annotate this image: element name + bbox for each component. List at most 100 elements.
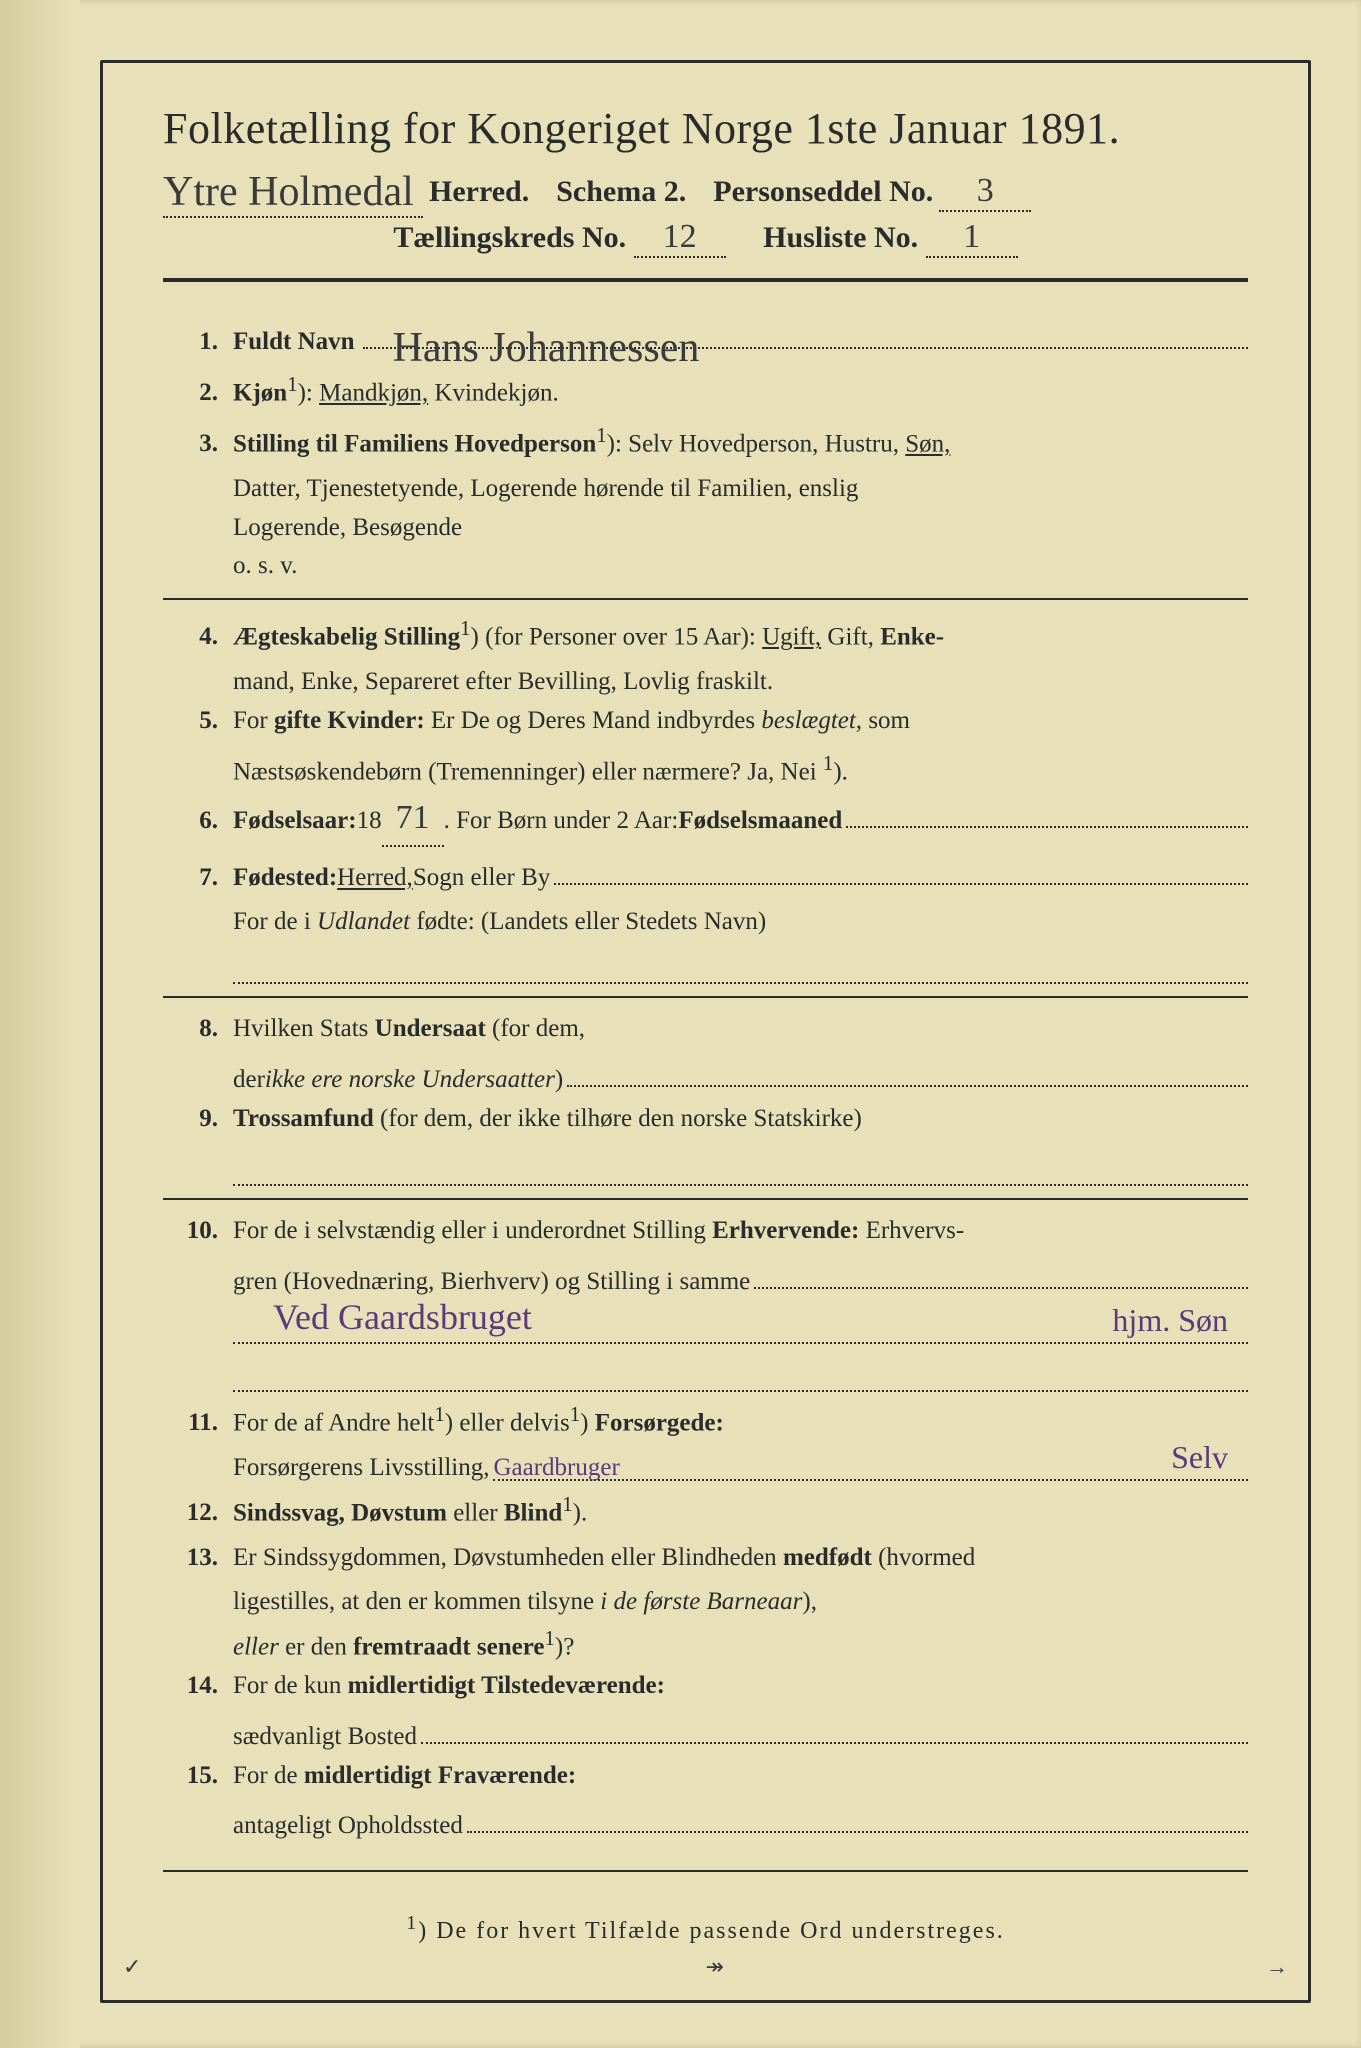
field-label: Erhvervende: <box>712 1217 859 1244</box>
field-9: 9. Trossamfund (for dem, der ikke tilhør… <box>163 1100 1248 1139</box>
dotted-line <box>233 942 1248 984</box>
field-num: 3. <box>163 425 233 464</box>
dotted-line <box>233 1144 1248 1186</box>
dotted-fill <box>754 1257 1248 1289</box>
dotted-line <box>233 1350 1248 1392</box>
bold2: Enke- <box>880 623 944 650</box>
name-fill-line: Hans Johannessen <box>363 312 1248 349</box>
text: For de <box>233 1762 304 1789</box>
field-label: Forsørgede: <box>595 1409 724 1436</box>
text: der <box>233 1061 265 1100</box>
field-3: 3. Stilling til Familiens Hovedperson1):… <box>163 419 1248 464</box>
tick-mark: → <box>1266 1954 1288 1980</box>
header-line-2: Tællingskreds No. 12 Husliste No. 1 <box>163 218 1248 258</box>
provider-handwritten: Gaardbruger <box>493 1454 619 1481</box>
tick-mark: ✓ <box>123 1954 141 1980</box>
name-handwritten: Hans Johannessen <box>393 316 700 353</box>
husliste-no: 1 <box>926 218 1018 258</box>
italic: i de første Barneaar <box>600 1588 802 1615</box>
field-label: Fødselsaar: <box>233 802 357 841</box>
sup: 1 <box>562 1492 572 1516</box>
underlined-choice: Ugift, <box>762 623 821 650</box>
footer-rule <box>163 1870 1248 1872</box>
text: Sogn eller By <box>413 859 551 898</box>
text: ): Selv Hovedperson, Hustru, <box>607 430 906 457</box>
field-4-cont: mand, Enke, Separeret efter Bevilling, L… <box>163 663 1248 702</box>
kreds-no: 12 <box>634 218 726 258</box>
bold2: fremtraadt senere <box>353 1633 544 1660</box>
document-page: Folketælling for Kongeriget Norge 1ste J… <box>0 0 1361 2048</box>
italic: beslægtet, <box>761 707 862 734</box>
text: For de i <box>233 908 317 935</box>
field-label: midlertidigt Fraværende: <box>304 1762 576 1789</box>
occupation-handwritten: Ved Gaardsbruget <box>273 1290 532 1346</box>
text: (for dem, <box>486 1015 585 1042</box>
field-13-cont: ligestilles, at den er kommen tilsyne i … <box>163 1583 1248 1622</box>
text: ) eller delvis <box>445 1409 570 1436</box>
footnote: 1) De for hvert Tilfælde passende Ord un… <box>163 1908 1248 1950</box>
underlined-choice: Søn, <box>905 430 950 457</box>
sup: 1 <box>823 751 833 775</box>
field-num: 14. <box>163 1667 233 1706</box>
field-num: 12. <box>163 1494 233 1533</box>
text: Er De og Deres Mand indbyrdes <box>425 707 762 734</box>
field-3-cont: Logerende, Besøgende <box>163 509 1248 548</box>
text: ligestilles, at den er kommen tilsyne <box>233 1588 600 1615</box>
footnote-marker: 1 <box>406 1912 418 1934</box>
field-14: 14. For de kun midlertidigt Tilstedevære… <box>163 1667 1248 1706</box>
field-num: 13. <box>163 1539 233 1578</box>
field-num: 2. <box>163 374 233 413</box>
field-num: 1. <box>163 323 233 362</box>
underlined-choice: Mandkjøn, <box>319 379 428 406</box>
text: ) <box>555 1061 563 1100</box>
field-num: 7. <box>163 859 233 898</box>
occupation-right-handwritten: hjm. Søn <box>1112 1296 1228 1346</box>
field-label: Kjøn <box>233 379 287 406</box>
field-num: 10. <box>163 1212 233 1251</box>
field-15-cont: antageligt Opholdssted <box>163 1801 1248 1846</box>
tick-mark: ↠ <box>706 1954 724 1980</box>
field-8-cont: der ikke ere norske Undersaatter) <box>163 1055 1248 1100</box>
form-body: 1. Fuldt Navn Hans Johannessen 2. Kjøn1)… <box>163 312 1248 1950</box>
personseddel-no: 3 <box>939 172 1031 212</box>
text: ) <box>580 1409 595 1436</box>
underlined-choice: Herred, <box>337 859 413 898</box>
field-num: 8. <box>163 1010 233 1049</box>
form-border: Folketælling for Kongeriget Norge 1ste J… <box>100 60 1311 2003</box>
field-label: Undersaat <box>375 1015 486 1042</box>
text: (hvormed <box>872 1544 975 1571</box>
header-rule <box>163 278 1248 282</box>
field-num: 5. <box>163 702 233 741</box>
field-11-cont: Forsørgerens Livsstilling, Gaardbruger S… <box>163 1449 1248 1488</box>
dotted-fill <box>567 1055 1248 1087</box>
field-label: Ægteskabelig Stilling <box>233 623 460 650</box>
field-15: 15. For de midlertidigt Fraværende: <box>163 1757 1248 1796</box>
text: ): <box>298 379 320 406</box>
text: For de af Andre helt <box>233 1409 434 1436</box>
field-label: Fødested: <box>233 859 337 898</box>
sup: 1 <box>544 1626 554 1650</box>
italic: Udlandet <box>317 908 410 935</box>
field-label: gifte Kvinder: <box>274 707 425 734</box>
text: sædvanligt Bosted <box>233 1718 417 1757</box>
text: som <box>862 707 910 734</box>
text: Er Sindssygdommen, Døvstumheden eller Bl… <box>233 1544 783 1571</box>
field-14-cont: sædvanligt Bosted <box>163 1712 1248 1757</box>
italic: eller <box>233 1633 279 1660</box>
schema-label: Schema 2. <box>556 175 686 209</box>
field-num: 6. <box>163 802 233 841</box>
text: Kvindekjøn. <box>428 379 559 406</box>
field-8: 8. Hvilken Stats Undersaat (for dem, <box>163 1010 1248 1049</box>
field-3-cont: Datter, Tjenestetyende, Logerende hørend… <box>163 470 1248 509</box>
dotted-fill <box>421 1712 1248 1744</box>
text: er den <box>279 1633 353 1660</box>
dotted-fill <box>467 1801 1248 1833</box>
field-label: midlertidigt Tilstedeværende: <box>348 1672 665 1699</box>
field-num: 4. <box>163 618 233 657</box>
field-5-cont: Næstsøskendebørn (Tremenninger) eller næ… <box>163 747 1248 792</box>
text: ). <box>833 758 848 785</box>
sup: 1 <box>434 1402 444 1426</box>
field-label: medfødt <box>783 1544 872 1571</box>
text: For de kun <box>233 1672 348 1699</box>
field-13: 13. Er Sindssygdommen, Døvstumheden elle… <box>163 1539 1248 1578</box>
